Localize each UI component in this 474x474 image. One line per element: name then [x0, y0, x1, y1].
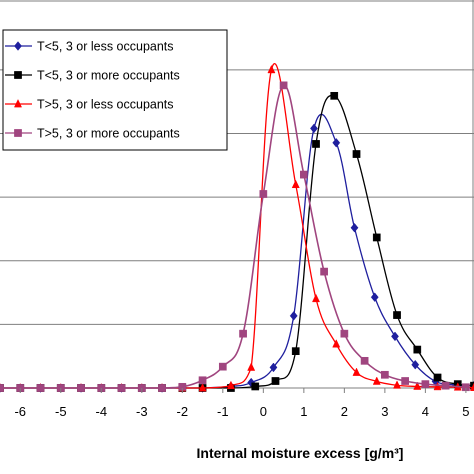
series-4-point-0 — [0, 384, 4, 392]
series-4-point-21 — [421, 380, 430, 388]
series-3-point-12 — [247, 362, 256, 371]
series-4-point-12 — [239, 329, 247, 338]
series-3-point-21 — [433, 381, 442, 391]
series-4-point-18 — [360, 356, 369, 365]
legend-entry-2: T<5, 3 or more occupants — [5, 69, 180, 83]
legend: T<5, 3 or less occupants T<5, 3 or more o… — [2, 29, 228, 151]
series-3-point-17 — [352, 367, 361, 376]
series-3-point-16 — [332, 339, 341, 348]
x-tick-label-11: 5 — [462, 404, 469, 419]
series-3-point-19 — [393, 380, 402, 389]
legend-entry-4: T>5, 3 or more occupants — [5, 127, 180, 141]
series-4-point-6 — [117, 384, 126, 392]
series-3-point-23 — [470, 382, 474, 391]
series-1-point-15 — [310, 123, 318, 134]
legend-entry-3: T>5, 3 or less occupants — [5, 98, 174, 112]
x-tick-label-2: -4 — [96, 404, 108, 419]
series-4-point-14 — [279, 81, 288, 90]
series-4-point-10 — [198, 376, 207, 385]
series-4-point-11 — [218, 362, 227, 371]
series-4-point-4 — [77, 384, 85, 392]
legend-entry-1: T<5, 3 or less occupants — [5, 40, 174, 54]
series-1-point-14 — [289, 311, 298, 321]
series-3-point-14 — [291, 179, 300, 189]
series-4-point-17 — [340, 329, 349, 338]
legend-marker-3 — [14, 99, 22, 108]
legend-label-4: T>5, 3 or more occupants — [37, 127, 180, 141]
x-tick-label-8: 2 — [341, 404, 348, 419]
series-2-point-13 — [271, 377, 280, 385]
x-tick-label-0: -6 — [14, 404, 26, 419]
legend-box — [2, 29, 228, 151]
legend-marker-2 — [14, 71, 22, 79]
series-4-point-22 — [441, 381, 450, 390]
series-4-point-13 — [259, 190, 268, 198]
series-3-point-18 — [372, 376, 381, 385]
series-group — [0, 63, 474, 393]
series-4-point-19 — [381, 370, 389, 379]
series-2-point-16 — [330, 91, 339, 100]
series-1-point-13 — [269, 362, 278, 373]
series-1-point-20 — [411, 359, 420, 370]
legend-marker-1 — [14, 41, 22, 51]
series-4-point-2 — [36, 384, 45, 392]
legend-label-1: T<5, 3 or less occupants — [37, 40, 174, 54]
series-2-point-15 — [312, 140, 320, 148]
series-4-point-20 — [401, 377, 409, 385]
x-tick-label-7: 1 — [300, 404, 307, 419]
legend-marker-4 — [14, 129, 22, 137]
series-4-point-15 — [299, 170, 308, 179]
x-axis-ticks: -6 -5 -4 -3 -2 -1 0 1 2 3 4 5 — [14, 388, 470, 419]
series-2-point-12 — [251, 382, 260, 391]
x-tick-label-6: 0 — [260, 404, 267, 419]
series-3-point-11 — [226, 380, 235, 390]
series-2-point-21 — [433, 373, 442, 382]
x-tick-label-1: -5 — [55, 404, 67, 419]
series-2-point-17 — [352, 150, 361, 158]
series-4-point-8 — [158, 384, 166, 392]
series-1-point-17 — [350, 222, 359, 233]
series-1-point-16 — [332, 137, 341, 148]
x-tick-label-10: 4 — [422, 404, 429, 419]
legend-label-3: T>5, 3 or less occupants — [37, 98, 174, 112]
x-tick-label-4: -2 — [177, 404, 189, 419]
x-tick-label-9: 3 — [381, 404, 388, 419]
series-2-point-19 — [393, 311, 401, 319]
series-4-point-16 — [320, 267, 328, 276]
legend-label-2: T<5, 3 or more occupants — [37, 69, 180, 83]
series-3-point-20 — [413, 381, 422, 390]
series-2-point-14 — [291, 347, 300, 355]
x-axis-label: Internal moisture excess [g/m³] — [197, 445, 404, 461]
x-tick-label-3: -3 — [136, 404, 148, 419]
series-2-point-20 — [413, 345, 422, 354]
series-2-point-18 — [372, 233, 381, 242]
series-3-point-10 — [198, 383, 207, 392]
series-1-point-18 — [370, 292, 379, 303]
series-3-point-15 — [312, 293, 320, 303]
series-3-point-13 — [267, 64, 276, 74]
x-tick-label-5: -1 — [217, 404, 229, 419]
series-1-point-19 — [391, 331, 399, 342]
